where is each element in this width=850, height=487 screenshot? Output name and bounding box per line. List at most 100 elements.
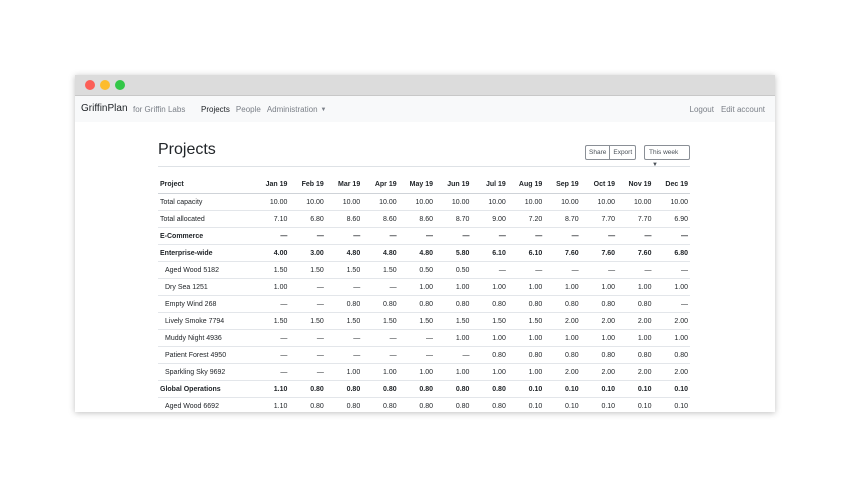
- allocation-cell: 0.10: [507, 380, 545, 398]
- allocation-cell: 1.00: [471, 329, 508, 347]
- allocation-cell: 1.00: [507, 278, 545, 296]
- allocation-cell: 7.70: [617, 210, 654, 228]
- allocation-cell: 0.10: [507, 397, 545, 412]
- allocation-cell: 0.80: [362, 397, 399, 412]
- table-header-row: Project Jan 19 Feb 19 Mar 19 Apr 19 May 19 Jun…: [158, 176, 690, 194]
- allocation-cell: 0.80: [471, 397, 508, 412]
- column-header-month: Apr 19: [362, 176, 399, 194]
- column-header-month: Aug 19: [507, 176, 545, 194]
- close-window-button[interactable]: [85, 80, 95, 90]
- allocation-cell: 1.00: [580, 278, 618, 296]
- allocation-cell: 0.80: [507, 346, 545, 364]
- allocation-cell: 7.60: [617, 244, 654, 262]
- allocation-cell: 6.80: [653, 244, 690, 262]
- table-row: Muddy Night 4936— — — — —1.00 1.00 1.00 1.00 1.0…: [158, 329, 690, 347]
- allocation-cell: 2.00: [617, 363, 654, 381]
- table-row: Dry Sea 1251 1.00— — —1.00 1.00 1.00 1.00 1.00 1…: [158, 278, 690, 296]
- allocation-cell: 0.80: [398, 295, 436, 313]
- allocation-cell: —: [435, 346, 472, 364]
- allocation-cell: 0.80: [398, 380, 436, 398]
- allocation-cell: 10.00: [325, 193, 363, 211]
- allocation-cell: —: [289, 278, 326, 296]
- row-label: Total allocated: [158, 210, 253, 228]
- allocation-cell: 0.80: [325, 397, 363, 412]
- allocation-cell: 0.10: [653, 397, 690, 412]
- allocation-cell: 0.80: [544, 295, 581, 313]
- allocation-cell: —: [544, 261, 581, 279]
- allocation-cell: 1.50: [289, 261, 326, 279]
- table-row: E-Commerce — — — — — — — — — — — —: [158, 227, 690, 245]
- row-label: Patient Forest 4950: [158, 346, 253, 364]
- share-button[interactable]: Share: [585, 145, 611, 160]
- allocation-cell: 1.00: [507, 329, 545, 347]
- nav-link-administration-label: Administration: [266, 105, 318, 114]
- allocation-cell: 2.00: [544, 312, 581, 330]
- allocation-cell: 0.10: [617, 380, 654, 398]
- nav-link-people[interactable]: People: [235, 105, 261, 114]
- date-range-label: This week: [649, 149, 679, 156]
- nav-link-projects[interactable]: Projects: [201, 105, 230, 114]
- allocation-cell: 1.10: [253, 380, 290, 398]
- column-header-month: Oct 19: [580, 176, 618, 194]
- row-label: Muddy Night 4936: [158, 329, 253, 347]
- allocation-cell: —: [580, 227, 618, 245]
- allocation-cell: 2.00: [617, 312, 654, 330]
- allocation-cell: 10.00: [507, 193, 545, 211]
- maximize-window-button[interactable]: [115, 80, 125, 90]
- allocation-cell: —: [289, 363, 326, 381]
- date-range-dropdown[interactable]: This week ▼: [644, 145, 690, 168]
- allocation-cell: —: [362, 346, 399, 364]
- allocation-cell: —: [471, 227, 508, 245]
- allocation-cell: 0.80: [617, 295, 654, 313]
- row-label: Enterprise-wide: [158, 244, 253, 262]
- allocation-cell: 0.80: [435, 295, 472, 313]
- allocation-cell: 1.00: [325, 363, 363, 381]
- navbar: GriffinPlan for Griffin Labs Projects Pe…: [75, 96, 775, 122]
- allocation-cell: 2.00: [580, 363, 618, 381]
- column-header-month: Jun 19: [435, 176, 472, 194]
- allocation-cell: 2.00: [653, 312, 690, 330]
- allocation-cell: 10.00: [289, 193, 326, 211]
- logout-link[interactable]: Logout: [689, 105, 714, 114]
- table-row: Total capacity 10.00 10.00 10.00 10.00 10.00 1…: [158, 193, 690, 211]
- allocation-cell: 10.00: [653, 193, 690, 211]
- edit-account-link[interactable]: Edit account: [720, 105, 765, 114]
- allocation-cell: 0.50: [398, 261, 436, 279]
- export-button[interactable]: Export: [610, 145, 637, 160]
- row-label: Empty Wind 268: [158, 295, 253, 313]
- allocation-cell: 1.00: [435, 278, 472, 296]
- nav-link-administration[interactable]: Administration ▼: [267, 105, 327, 114]
- allocation-cell: 1.00: [362, 363, 399, 381]
- allocation-cell: 1.00: [471, 278, 508, 296]
- allocation-cell: 4.80: [398, 244, 436, 262]
- allocation-cell: —: [289, 227, 326, 245]
- account-nav: Logout Edit account: [690, 105, 766, 114]
- allocation-cell: —: [398, 227, 436, 245]
- allocation-cell: —: [653, 261, 690, 279]
- allocation-cell: 10.00: [253, 193, 290, 211]
- allocation-cell: 10.00: [544, 193, 581, 211]
- table-row: Sparkling Sky 9692— —1.00 1.00 1.00 1.00 1.00…: [158, 363, 690, 381]
- allocation-cell: 0.80: [362, 380, 399, 398]
- allocation-cell: 0.80: [617, 346, 654, 364]
- brand-logo-text[interactable]: GriffinPlan: [81, 103, 128, 114]
- row-label: Global Operations: [158, 380, 253, 398]
- allocation-cell: —: [253, 295, 290, 313]
- allocation-cell: 3.00: [289, 244, 326, 262]
- allocation-cell: —: [289, 346, 326, 364]
- row-label: Total capacity: [158, 193, 253, 211]
- allocation-cell: 0.80: [507, 295, 545, 313]
- allocation-cell: 10.00: [362, 193, 399, 211]
- minimize-window-button[interactable]: [100, 80, 110, 90]
- row-label: Aged Wood 5182: [158, 261, 253, 279]
- allocation-cell: 1.00: [398, 363, 436, 381]
- allocation-cell: —: [253, 329, 290, 347]
- allocation-cell: 1.00: [580, 329, 618, 347]
- allocation-cell: —: [507, 261, 545, 279]
- allocation-cell: 1.50: [471, 312, 508, 330]
- allocation-cell: 1.50: [253, 261, 290, 279]
- allocation-cell: —: [325, 329, 363, 347]
- allocation-cell: —: [435, 227, 472, 245]
- allocation-cell: 8.60: [398, 210, 436, 228]
- allocation-cell: —: [362, 329, 399, 347]
